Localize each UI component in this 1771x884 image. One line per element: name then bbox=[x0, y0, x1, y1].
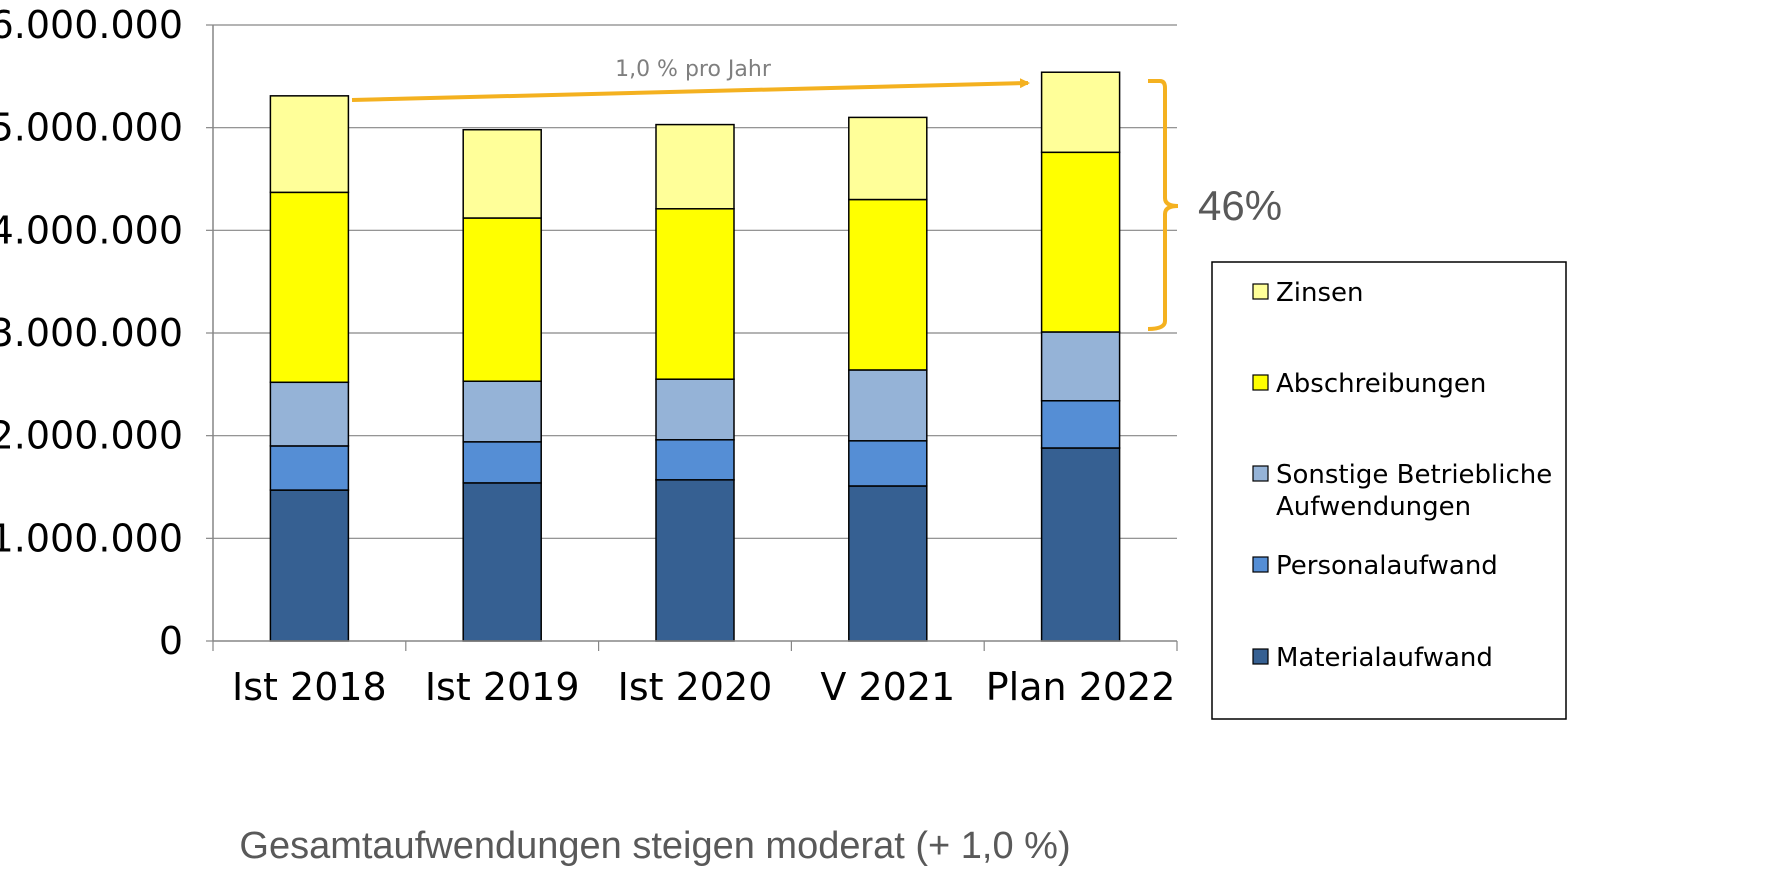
y-tick-label: 3.000.000 bbox=[0, 311, 183, 355]
bar-segment bbox=[655, 208, 735, 380]
legend-label: Personalaufwand bbox=[1276, 551, 1498, 581]
share-bracket-annotation: 46% bbox=[1147, 79, 1282, 331]
legend-swatch bbox=[1252, 556, 1269, 573]
bar-segment bbox=[655, 123, 735, 210]
bar-segment bbox=[462, 128, 542, 219]
x-tick-label: Ist 2020 bbox=[618, 665, 773, 709]
legend-label: Zinsen bbox=[1276, 278, 1364, 308]
bar-segment bbox=[269, 381, 350, 447]
legend-label: Aufwendungen bbox=[1276, 492, 1471, 522]
growth-arrow bbox=[351, 78, 1030, 102]
bar-segment bbox=[1040, 151, 1121, 333]
y-tick-label: 2.000.000 bbox=[0, 414, 183, 458]
bar-segment bbox=[462, 217, 542, 383]
legend-label: Sonstige Betriebliche bbox=[1276, 460, 1552, 490]
y-tick-label: 0 bbox=[159, 619, 183, 663]
legend-swatch bbox=[1252, 374, 1269, 391]
x-tick-label: Ist 2018 bbox=[232, 665, 387, 709]
y-tick-label: 5.000.000 bbox=[0, 106, 183, 150]
bar-segment bbox=[269, 191, 350, 384]
legend: Zinsen Abschreibungen Sonstige Betrieblich… bbox=[1211, 261, 1567, 720]
bar-segment bbox=[462, 380, 542, 443]
bar-segment bbox=[1040, 331, 1121, 402]
bar-segment bbox=[848, 485, 928, 642]
x-tick-label: V 2021 bbox=[820, 665, 955, 709]
bar-segment bbox=[848, 198, 928, 371]
chart-subtitle: Gesamtaufwendungen steigen moderat (+ 1,… bbox=[239, 825, 1070, 867]
bar-segment bbox=[655, 378, 735, 441]
legend-label: Materialaufwand bbox=[1276, 643, 1493, 673]
bar-segment bbox=[848, 369, 928, 442]
share-bracket bbox=[1147, 79, 1179, 331]
legend-swatch bbox=[1252, 283, 1269, 300]
growth-label: 1,0 % pro Jahr bbox=[615, 57, 772, 82]
bar-segment bbox=[269, 445, 350, 491]
x-tick-label: Ist 2019 bbox=[425, 665, 580, 709]
bar-segment bbox=[655, 439, 735, 481]
share-label: 46% bbox=[1198, 182, 1282, 229]
x-tick-label: Plan 2022 bbox=[986, 665, 1176, 709]
legend-swatch bbox=[1252, 465, 1269, 482]
bar-segment bbox=[1040, 71, 1121, 154]
bar-segment bbox=[269, 95, 350, 194]
growth-annotation: 1,0 % pro Jahr bbox=[351, 57, 1030, 102]
legend-frame bbox=[1211, 261, 1567, 720]
y-tick-label: 6.000.000 bbox=[0, 3, 183, 47]
bar-segment bbox=[1040, 400, 1121, 449]
bar-segment bbox=[462, 482, 542, 642]
y-tick-label: 4.000.000 bbox=[0, 208, 183, 252]
bar-segment bbox=[462, 441, 542, 484]
y-tick-label: 1.000.000 bbox=[0, 516, 183, 560]
legend-label: Abschreibungen bbox=[1276, 369, 1486, 399]
bar-segment bbox=[269, 489, 350, 642]
bar-segment bbox=[848, 440, 928, 487]
bar-segment bbox=[848, 116, 928, 201]
bar-segment bbox=[1040, 447, 1121, 642]
bar-segment bbox=[655, 479, 735, 642]
legend-swatch bbox=[1252, 648, 1269, 665]
